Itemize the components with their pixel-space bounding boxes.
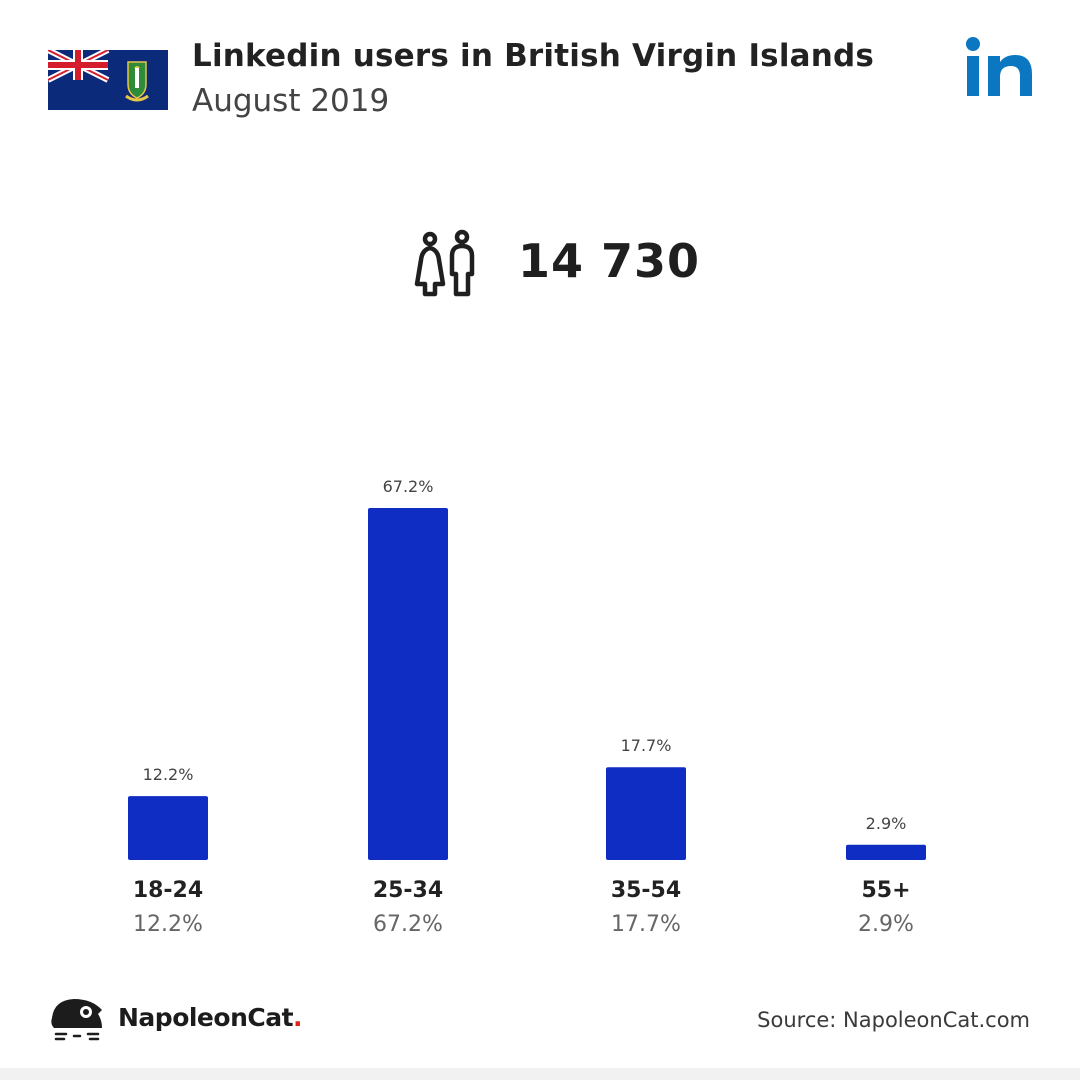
category-label: 55+ — [861, 878, 911, 903]
bar-value-label: 12.2% — [142, 765, 194, 785]
brand-name: NapoleonCat — [118, 1003, 294, 1032]
source-link[interactable]: Source: NapoleonCat.com — [757, 1008, 1030, 1032]
bar-25-34 — [368, 508, 448, 860]
brand-dot: . — [293, 1003, 303, 1032]
category-label: 25-34 — [372, 878, 444, 903]
bar-value-label: 17.7% — [620, 736, 672, 756]
bar-18-24 — [128, 796, 208, 860]
linkedin-logo-icon — [966, 37, 1032, 96]
total-users-count: 14 730 — [518, 234, 701, 288]
category-percentage: 67.2% — [373, 912, 443, 937]
bar-55+ — [846, 844, 926, 860]
people-icon — [414, 229, 475, 297]
page-subtitle: August 2019 — [192, 83, 390, 119]
bar-value-label: 2.9% — [865, 813, 907, 833]
bar-35-54 — [606, 767, 686, 860]
category-label: 18-24 — [132, 878, 204, 903]
category-percentage: 2.9% — [858, 912, 914, 937]
category-percentage: 12.2% — [133, 912, 203, 937]
category-percentage: 17.7% — [611, 912, 681, 937]
napoleoncat-brand[interactable]: NapoleonCat. — [118, 1003, 303, 1032]
british-virgin-islands-flag-icon — [48, 50, 168, 110]
bottom-strip — [0, 1068, 1080, 1080]
bar-value-label: 67.2% — [382, 477, 434, 496]
page-title: Linkedin users in British Virgin Islands — [192, 38, 875, 74]
category-label: 35-54 — [610, 878, 682, 903]
napoleoncat-logo-icon — [51, 999, 102, 1041]
